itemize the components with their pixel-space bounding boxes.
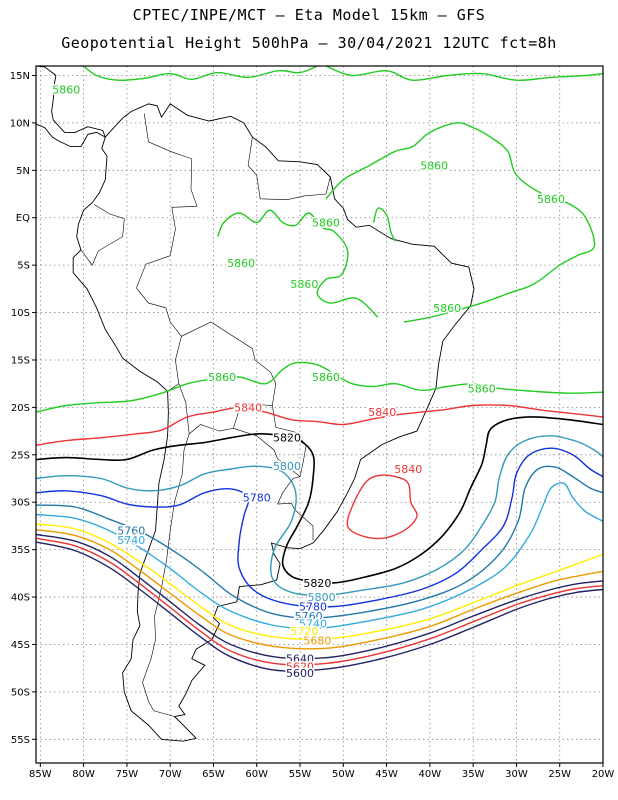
contour-label: 5620	[286, 660, 314, 673]
height-contour-line	[346, 474, 418, 540]
contour-label: 5820	[303, 577, 331, 590]
contour-label: 5600	[286, 667, 314, 680]
contour-label: 5640	[286, 653, 314, 666]
contour-label: 5800	[308, 591, 336, 604]
contour-label: 5860	[312, 371, 340, 384]
height-contour-line	[36, 361, 603, 413]
height-contour-line	[36, 404, 603, 446]
contour-label: 5840	[368, 406, 396, 419]
lon-tick-label: 45W	[375, 769, 398, 780]
height-contour-line	[36, 435, 603, 596]
longitude-tick-labels: 85W 80W 75W 70W 65W 60W 55W 50W 45W 40W 35W 30W 25W 2…	[29, 763, 614, 780]
height-contour-line	[217, 209, 379, 318]
contour-label: 5800	[273, 460, 301, 473]
height-contours	[36, 66, 603, 672]
height-contour-line	[36, 533, 603, 660]
lat-tick-label: 25S	[11, 450, 30, 461]
height-contour-line	[36, 465, 603, 619]
contour-label: 5860	[433, 302, 461, 315]
height-contour-line	[325, 66, 603, 82]
contour-label: 5840	[234, 401, 262, 414]
lat-tick-label: 35S	[11, 545, 30, 556]
height-contour-line	[83, 66, 318, 82]
height-contour-line	[372, 207, 396, 242]
height-contour-line	[36, 416, 603, 584]
contour-label: 5780	[243, 491, 271, 504]
country-border	[136, 255, 182, 392]
lon-tick-label: 80W	[72, 769, 95, 780]
lon-tick-label: 70W	[159, 769, 182, 780]
lat-tick-label: 5S	[17, 261, 30, 272]
country-border	[178, 321, 277, 435]
height-contour-line	[36, 541, 603, 672]
lat-tick-label: 45S	[11, 640, 30, 651]
contour-label: 5860	[52, 84, 80, 97]
contour-label: 5820	[273, 432, 301, 445]
contour-label: 5860	[312, 216, 340, 229]
lat-tick-label: 20S	[11, 403, 30, 414]
lon-tick-label: 20W	[592, 769, 615, 780]
south-america-coastline	[72, 103, 475, 742]
central-america-coastline	[36, 66, 107, 148]
lon-tick-label: 65W	[202, 769, 225, 780]
height-contour-line	[36, 523, 603, 640]
lat-tick-label: EQ	[16, 213, 30, 224]
lat-tick-label: 15S	[11, 355, 30, 366]
lon-tick-label: 55W	[289, 769, 312, 780]
contour-label: 5720	[290, 625, 318, 638]
country-border	[143, 113, 198, 256]
lat-tick-label: 10N	[10, 118, 30, 129]
lat-tick-label: 55S	[11, 735, 30, 746]
height-contour-line	[325, 122, 596, 323]
contour-label: 5760	[295, 610, 323, 623]
country-border	[247, 137, 327, 201]
contour-labels: 5860 5860 5860 5860 5860 5860 5860 5860 5860 5860…	[51, 82, 567, 681]
contour-label: 5780	[299, 601, 327, 614]
contour-label: 5860	[468, 382, 496, 395]
lat-tick-label: 50S	[11, 687, 30, 698]
lat-tick-label: 10S	[11, 308, 30, 319]
lon-tick-label: 25W	[548, 769, 571, 780]
contour-label: 5860	[290, 278, 318, 291]
height-contour-line	[36, 482, 603, 630]
height-contour-line	[36, 537, 603, 666]
country-border	[277, 476, 301, 505]
map-title-line-1: CPTEC/INPE/MCT – Eta Model 15km – GFS	[132, 6, 486, 24]
contour-label: 5840	[394, 463, 422, 476]
contour-label: 5740	[299, 618, 327, 631]
country-border	[325, 176, 331, 195]
lat-tick-label: 5N	[16, 166, 30, 177]
contour-label: 5860	[208, 371, 236, 384]
contour-label: 5680	[303, 635, 331, 648]
lon-tick-label: 85W	[29, 769, 52, 780]
lat-tick-label: 30S	[11, 498, 30, 509]
lon-tick-label: 40W	[419, 769, 442, 780]
contour-label: 5760	[117, 525, 145, 538]
lat-tick-label: 40S	[11, 593, 30, 604]
height-contour-line	[36, 529, 603, 650]
lon-tick-label: 30W	[505, 769, 528, 780]
country-border	[80, 204, 125, 266]
lon-tick-label: 75W	[116, 769, 139, 780]
country-border	[233, 405, 307, 478]
map-frame	[35, 65, 604, 764]
contour-label: 5860	[420, 160, 448, 173]
latitude-tick-labels: 15N 10N 5N EQ 5S 10S 15S 20S 25S 30S 35S 40S 45S 50S 5…	[10, 71, 36, 746]
contour-label: 5860	[537, 193, 565, 206]
contour-label: 5740	[117, 534, 145, 547]
lat-tick-label: 15N	[10, 71, 30, 82]
country-border	[142, 433, 190, 717]
map-title-line-2: Geopotential Height 500hPa – 30/04/2021 …	[61, 34, 557, 52]
contour-label: 5860	[227, 257, 255, 270]
lon-tick-label: 35W	[462, 769, 485, 780]
lon-tick-label: 60W	[245, 769, 268, 780]
height-contour-line	[36, 447, 603, 608]
coastline-and-borders	[36, 66, 475, 742]
lon-tick-label: 50W	[332, 769, 355, 780]
